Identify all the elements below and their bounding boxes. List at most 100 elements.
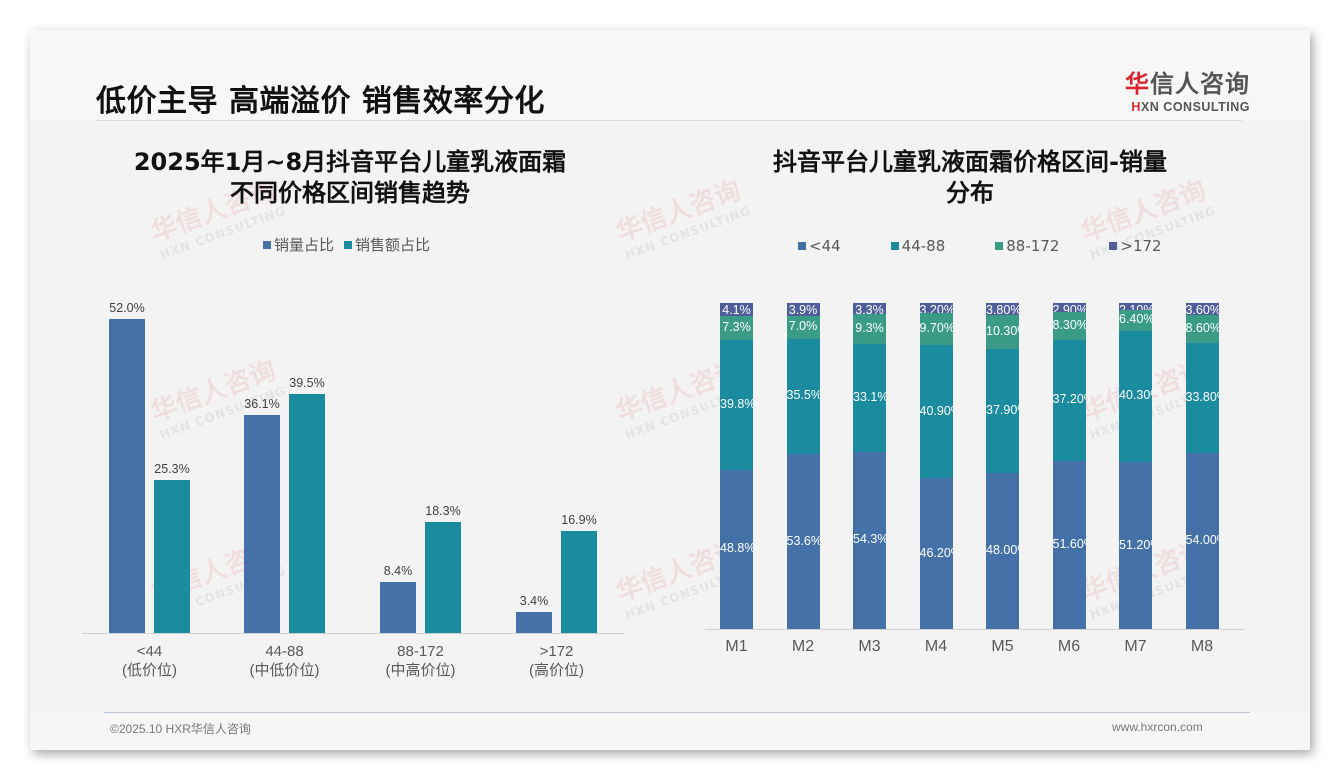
footer-website: www.hxrcon.com (1112, 720, 1203, 734)
bar (561, 530, 597, 633)
logo-cn: 华信人咨询 (1125, 70, 1250, 98)
segment-label: 7.0% (788, 319, 818, 334)
legend-label: 销量占比 (274, 236, 335, 254)
stacked-segment: 37.90% (986, 348, 1019, 473)
segment-label: 8.30% (1052, 317, 1086, 332)
stacked-segment: 3.3% (853, 303, 886, 314)
segment-label: 3.80% (986, 303, 1019, 316)
stacked-segment: 7.3% (720, 316, 753, 341)
data-label: 18.3% (425, 504, 461, 519)
stacked-segment: 54.00% (1185, 452, 1219, 629)
company-logo: 华信人咨询 HXN CONSULTING (1110, 64, 1250, 114)
right-chart-legend: <44 44-88 88-172 >172 (798, 237, 1162, 255)
segment-label: 8.60% (1185, 320, 1219, 335)
category-label: <44 (低价位) (122, 643, 177, 679)
stacked-segment: 8.60% (1185, 314, 1219, 343)
legend-item: 销售额占比 (344, 234, 430, 255)
month-label: M6 (1057, 638, 1081, 655)
segment-label: 54.3% (853, 532, 886, 547)
legend-swatch-icon (890, 242, 899, 250)
left-x-axis (82, 633, 624, 634)
footer-copyright: ©2025.10 HXR华信人咨询 (110, 722, 251, 736)
stacked-segment: 4.1% (720, 303, 753, 317)
bar (425, 522, 461, 633)
stacked-segment: 51.20% (1119, 462, 1152, 629)
data-label: 8.4% (383, 564, 413, 579)
segment-label: 48.8% (720, 541, 753, 556)
stacked-segment: 2.90% (1052, 303, 1086, 313)
stacked-segment: 51.60% (1052, 460, 1086, 629)
legend-item: 44-88 (890, 237, 945, 255)
stacked-segment: 33.80% (1185, 342, 1219, 453)
category-label: >172 (高价位) (529, 643, 584, 679)
segment-label: 2.10% (1119, 303, 1152, 310)
segment-label: 37.90% (986, 402, 1019, 417)
legend-item: 88-172 (995, 237, 1059, 255)
left-chart-legend: 销量占比 销售额占比 (263, 234, 430, 255)
segment-label: 35.5% (786, 388, 820, 403)
stacked-segment: 40.30% (1119, 330, 1152, 463)
legend-swatch-icon (344, 240, 353, 249)
data-label: 39.5% (289, 376, 325, 391)
segment-label: 3.20% (919, 303, 953, 314)
right-x-axis (705, 629, 1245, 630)
data-label: 3.4% (519, 594, 549, 609)
logo-en: HXN CONSULTING (1131, 100, 1250, 114)
segment-label: 40.30% (1119, 388, 1152, 403)
category-label: 44-88 (中低价位) (249, 643, 320, 679)
segment-label: 40.90% (919, 403, 953, 418)
segment-label: 3.60% (1185, 303, 1219, 315)
category-label: 88-172 (中高价位) (385, 643, 456, 679)
bar (516, 612, 552, 633)
segment-label: 33.1% (853, 390, 886, 404)
legend-item: <44 (798, 237, 841, 255)
segment-label: 9.3% (855, 320, 884, 335)
month-label: M2 (791, 638, 815, 655)
segment-label: 7.3% (722, 320, 751, 335)
legend-swatch-icon (798, 242, 806, 250)
stacked-segment: 8.30% (1052, 312, 1086, 340)
page-title: 低价主导 高端溢价 销售效率分化 (96, 84, 545, 119)
header: 低价主导 高端溢价 销售效率分化 华信人咨询 HXN CONSULTING (30, 30, 1310, 120)
legend-item: >172 (1109, 237, 1162, 255)
segment-label: 53.6% (786, 533, 820, 548)
segment-label: 3.9% (788, 303, 818, 316)
month-label: M8 (1190, 638, 1214, 655)
bar (244, 415, 280, 633)
footer (30, 713, 1310, 750)
month-label: M5 (991, 638, 1014, 655)
stacked-segment: 3.9% (786, 303, 820, 316)
stacked-segment: 3.20% (919, 303, 953, 314)
month-label: M4 (924, 638, 948, 655)
segment-label: 6.40% (1119, 312, 1152, 327)
stacked-segment: 35.5% (786, 338, 820, 455)
month-label: M7 (1124, 638, 1147, 655)
stacked-segment: 39.8% (720, 340, 753, 470)
stacked-segment: 54.3% (853, 451, 886, 629)
stacked-segment: 48.00% (986, 472, 1019, 629)
segment-label: 4.1% (722, 303, 751, 317)
month-label: M3 (858, 638, 881, 655)
bar (109, 319, 145, 633)
segment-label: 9.70% (919, 321, 953, 336)
left-chart-title: 2025年1月~8月抖音平台儿童乳液面霜 不同价格区间销售趋势 (133, 148, 567, 207)
stacked-segment: 9.70% (919, 313, 953, 346)
data-label: 36.1% (244, 397, 280, 411)
segment-label: 10.30% (986, 324, 1019, 339)
stacked-segment: 9.3% (853, 313, 886, 345)
segment-label: 54.00% (1185, 532, 1219, 547)
data-label: 16.9% (561, 512, 597, 527)
bar (380, 582, 416, 633)
legend-item: 销量占比 (263, 234, 334, 255)
legend-swatch-icon (263, 240, 271, 249)
stacked-segment: 37.20% (1052, 339, 1086, 461)
slide: 低价主导 高端溢价 销售效率分化 华信人咨询 HXN CONSULTING 华信… (30, 30, 1310, 750)
segment-label: 33.80% (1185, 389, 1219, 404)
stacked-segment: 48.8% (720, 469, 753, 629)
header-divider (96, 120, 1242, 121)
stacked-segment: 46.20% (919, 478, 953, 629)
stacked-segment: 7.0% (786, 315, 820, 339)
stacked-segment: 2.10% (1119, 303, 1152, 310)
segment-label: 51.20% (1119, 537, 1152, 552)
right-chart-title: 抖音平台儿童乳液面霜价格区间-销量 分布 (773, 148, 1167, 207)
